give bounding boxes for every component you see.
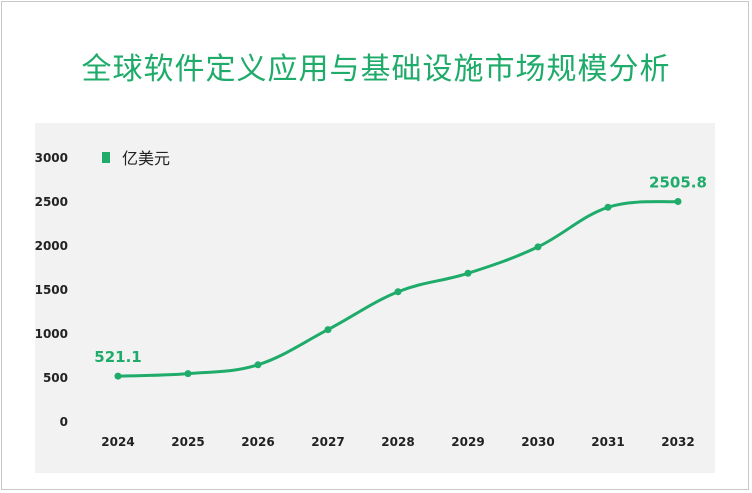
- data-point: [674, 197, 682, 205]
- x-tick-label: 2027: [311, 435, 344, 449]
- x-tick-label: 2025: [171, 435, 204, 449]
- data-label: 521.1: [94, 348, 141, 366]
- plot-area: [35, 123, 715, 473]
- y-tick-label: 2000: [35, 239, 68, 253]
- data-point: [534, 243, 542, 251]
- y-tick-label: 500: [43, 371, 68, 385]
- x-tick-label: 2024: [101, 435, 134, 449]
- y-tick-label: 3000: [35, 151, 68, 165]
- x-tick-label: 2032: [661, 435, 694, 449]
- legend-label: 亿美元: [122, 149, 170, 168]
- data-point: [394, 288, 402, 296]
- y-tick-label: 0: [60, 415, 68, 429]
- y-tick-label: 1000: [35, 327, 68, 341]
- x-tick-label: 2028: [381, 435, 414, 449]
- x-tick-label: 2030: [521, 435, 554, 449]
- x-tick-label: 2026: [241, 435, 274, 449]
- data-point: [184, 370, 192, 378]
- data-point: [254, 361, 262, 369]
- data-point: [324, 326, 332, 334]
- data-label: 2505.8: [649, 173, 707, 191]
- data-point: [604, 203, 612, 211]
- y-tick-label: 1500: [35, 283, 68, 297]
- data-point: [464, 269, 472, 277]
- x-tick-label: 2031: [591, 435, 624, 449]
- y-tick-label: 2500: [35, 195, 68, 209]
- x-tick-label: 2029: [451, 435, 484, 449]
- data-point: [114, 372, 122, 380]
- legend-marker: [102, 152, 110, 163]
- chart-title: 全球软件定义应用与基础设施市场规模分析: [81, 52, 671, 87]
